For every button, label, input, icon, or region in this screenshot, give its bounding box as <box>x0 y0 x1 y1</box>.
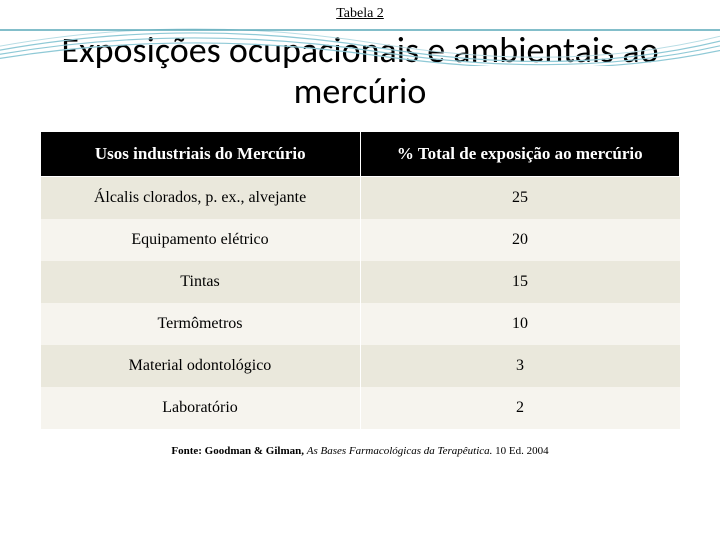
table-row: Laboratório 2 <box>41 387 680 429</box>
slide-title: Exposições ocupacionais e ambientais ao … <box>0 30 720 113</box>
source-prefix: Fonte: <box>171 445 202 457</box>
table-row: Equipamento elétrico 20 <box>41 219 680 261</box>
cell-use: Laboratório <box>41 387 361 429</box>
source-title: As Bases Farmacológicas da Terapêutica. <box>307 445 493 457</box>
cell-use: Tintas <box>41 261 361 303</box>
cell-pct: 15 <box>360 261 680 303</box>
cell-use: Equipamento elétrico <box>41 219 361 261</box>
col-header-uses: Usos industriais do Mercúrio <box>41 131 361 176</box>
table-header-row: Usos industriais do Mercúrio % Total de … <box>41 131 680 176</box>
cell-pct: 3 <box>360 345 680 387</box>
cell-use: Álcalis clorados, p. ex., alvejante <box>41 176 361 219</box>
table-row: Termômetros 10 <box>41 303 680 345</box>
col-header-pct: % Total de exposição ao mercúrio <box>360 131 680 176</box>
cell-pct: 10 <box>360 303 680 345</box>
cell-pct: 25 <box>360 176 680 219</box>
table-row: Tintas 15 <box>41 261 680 303</box>
cell-use: Material odontológico <box>41 345 361 387</box>
exposure-table: Usos industriais do Mercúrio % Total de … <box>40 131 680 429</box>
cell-pct: 20 <box>360 219 680 261</box>
cell-pct: 2 <box>360 387 680 429</box>
table-row: Material odontológico 3 <box>41 345 680 387</box>
source-citation: Fonte: Goodman & Gilman, As Bases Farmac… <box>0 445 720 457</box>
source-edition: 10 Ed. 2004 <box>495 445 548 457</box>
cell-use: Termômetros <box>41 303 361 345</box>
table-label: Tabela 2 <box>0 6 720 22</box>
source-authors: Goodman & Gilman, <box>205 445 304 457</box>
table-row: Álcalis clorados, p. ex., alvejante 25 <box>41 176 680 219</box>
